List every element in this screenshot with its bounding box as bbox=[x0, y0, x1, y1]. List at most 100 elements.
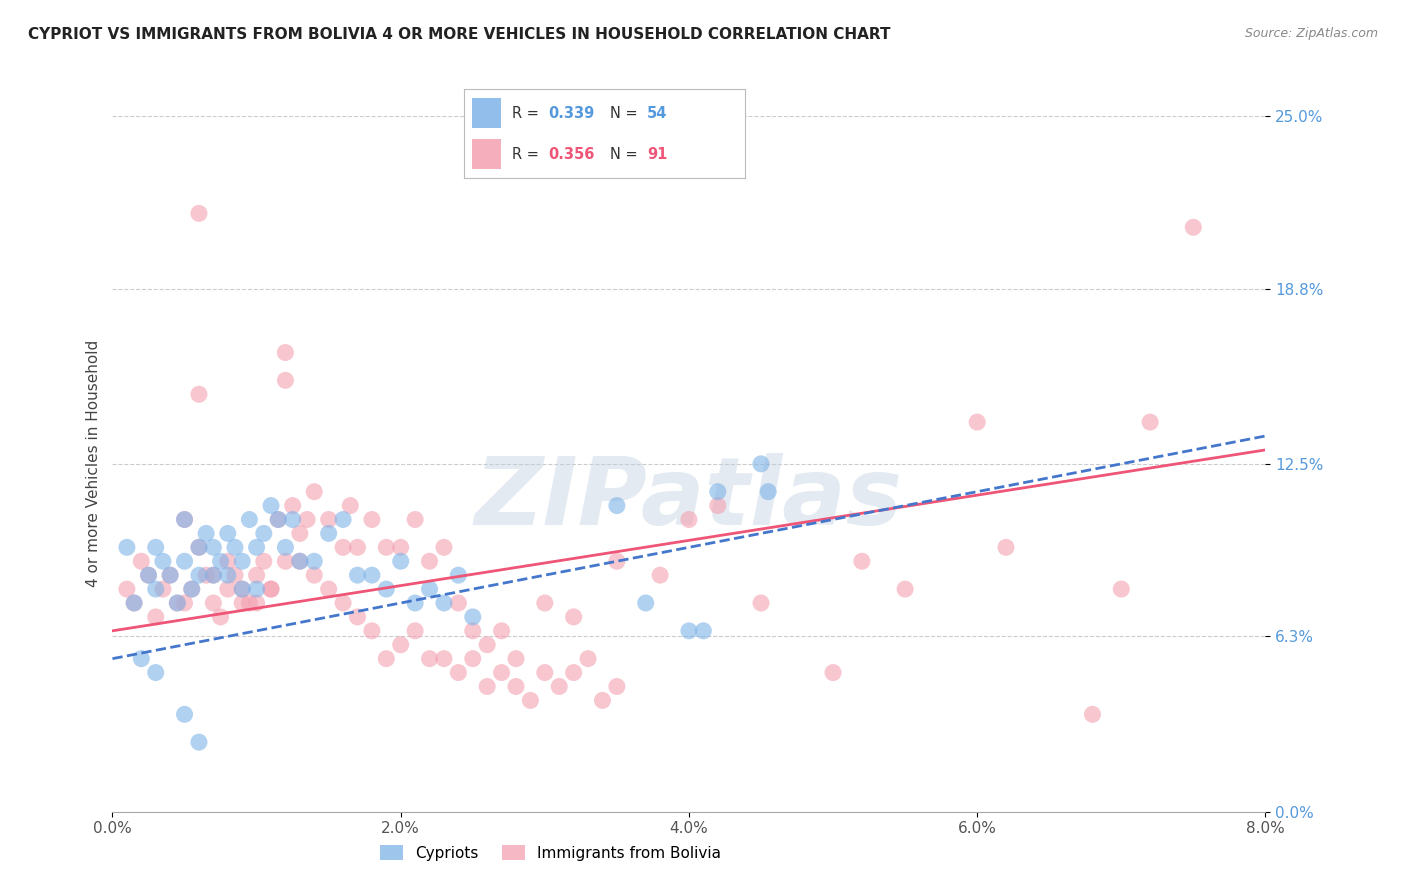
Text: R =: R = bbox=[512, 106, 543, 120]
Point bbox=[180, 582, 202, 596]
Point bbox=[519, 693, 541, 707]
Point bbox=[360, 568, 382, 582]
Point bbox=[217, 526, 239, 541]
Point bbox=[281, 512, 304, 526]
Point bbox=[461, 651, 484, 665]
Point bbox=[756, 484, 779, 499]
Point bbox=[217, 568, 239, 582]
Point bbox=[288, 554, 311, 568]
Point bbox=[606, 680, 628, 694]
Point bbox=[360, 512, 382, 526]
Point bbox=[224, 541, 246, 555]
Point bbox=[238, 512, 260, 526]
Point bbox=[995, 541, 1018, 555]
Point bbox=[217, 554, 239, 568]
Point bbox=[475, 638, 498, 652]
Point bbox=[138, 568, 160, 582]
Point bbox=[404, 512, 426, 526]
Point bbox=[419, 554, 441, 568]
Point bbox=[339, 499, 361, 513]
Point bbox=[404, 596, 426, 610]
Point bbox=[389, 638, 412, 652]
Point bbox=[187, 541, 211, 555]
Point bbox=[332, 512, 354, 526]
Point bbox=[562, 665, 585, 680]
Point bbox=[491, 665, 513, 680]
Point bbox=[375, 651, 398, 665]
Point bbox=[851, 554, 873, 568]
Point bbox=[245, 541, 267, 555]
Point bbox=[389, 554, 412, 568]
Text: Source: ZipAtlas.com: Source: ZipAtlas.com bbox=[1244, 27, 1378, 40]
Point bbox=[231, 554, 253, 568]
Point bbox=[318, 526, 340, 541]
Point bbox=[562, 610, 585, 624]
Point bbox=[318, 512, 340, 526]
Point bbox=[505, 680, 527, 694]
Point bbox=[375, 582, 398, 596]
Text: 91: 91 bbox=[647, 147, 666, 161]
Point bbox=[260, 499, 283, 513]
Point bbox=[245, 582, 267, 596]
Point bbox=[447, 568, 470, 582]
Point bbox=[267, 512, 290, 526]
Point bbox=[274, 373, 297, 387]
Point bbox=[217, 582, 239, 596]
Point bbox=[288, 526, 311, 541]
Point bbox=[461, 624, 484, 638]
Point bbox=[152, 582, 174, 596]
Point bbox=[606, 554, 628, 568]
Point bbox=[692, 624, 714, 638]
Point bbox=[360, 624, 382, 638]
Point bbox=[159, 568, 181, 582]
Point bbox=[173, 707, 195, 722]
Point bbox=[187, 387, 211, 401]
Point bbox=[129, 651, 153, 665]
Point bbox=[122, 596, 145, 610]
Point bbox=[304, 484, 326, 499]
Point bbox=[260, 582, 283, 596]
Point bbox=[274, 541, 297, 555]
Point bbox=[433, 596, 456, 610]
Point bbox=[245, 568, 267, 582]
Point bbox=[202, 568, 225, 582]
Point bbox=[115, 582, 138, 596]
Point bbox=[145, 665, 167, 680]
Point bbox=[173, 596, 195, 610]
Point bbox=[1182, 220, 1205, 235]
Point bbox=[505, 651, 527, 665]
Point bbox=[180, 582, 202, 596]
Point bbox=[238, 596, 260, 610]
Point bbox=[447, 665, 470, 680]
Text: N =: N = bbox=[610, 147, 643, 161]
Point bbox=[404, 624, 426, 638]
Point bbox=[288, 554, 311, 568]
Point bbox=[209, 610, 232, 624]
Point bbox=[548, 680, 571, 694]
Text: R =: R = bbox=[512, 147, 543, 161]
Point bbox=[145, 541, 167, 555]
Point bbox=[447, 596, 470, 610]
Point bbox=[173, 554, 195, 568]
Point bbox=[894, 582, 917, 596]
Point bbox=[461, 610, 484, 624]
Point bbox=[346, 541, 368, 555]
Point bbox=[533, 665, 555, 680]
Point bbox=[231, 582, 253, 596]
Point bbox=[187, 735, 211, 749]
Point bbox=[304, 554, 326, 568]
Point bbox=[202, 541, 225, 555]
Point bbox=[295, 512, 318, 526]
Point bbox=[648, 568, 672, 582]
Point bbox=[304, 568, 326, 582]
Point bbox=[138, 568, 160, 582]
Point bbox=[678, 624, 700, 638]
Point bbox=[678, 512, 700, 526]
Point bbox=[260, 582, 283, 596]
Point bbox=[187, 568, 211, 582]
Text: 54: 54 bbox=[647, 106, 666, 120]
Point bbox=[281, 499, 304, 513]
Text: CYPRIOT VS IMMIGRANTS FROM BOLIVIA 4 OR MORE VEHICLES IN HOUSEHOLD CORRELATION C: CYPRIOT VS IMMIGRANTS FROM BOLIVIA 4 OR … bbox=[28, 27, 890, 42]
Point bbox=[389, 541, 412, 555]
Point bbox=[1139, 415, 1161, 429]
